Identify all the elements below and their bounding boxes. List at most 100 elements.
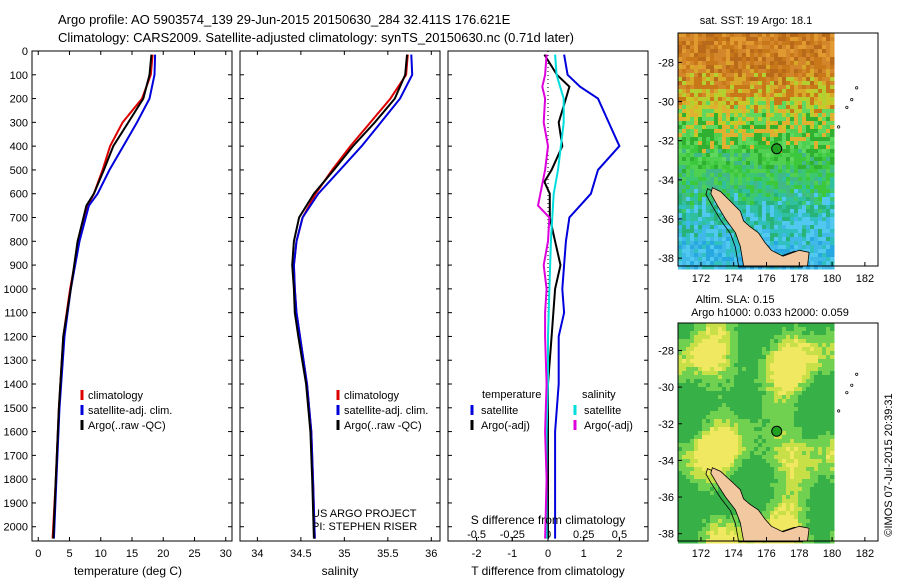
map-cell bbox=[822, 403, 827, 408]
map-cell bbox=[750, 57, 755, 62]
map-cell bbox=[694, 367, 699, 372]
map-cell bbox=[762, 77, 767, 82]
map-cell bbox=[826, 459, 831, 464]
map-cell bbox=[762, 217, 767, 222]
map-cell bbox=[766, 189, 771, 194]
map-cell bbox=[830, 65, 835, 70]
map-cell bbox=[690, 113, 695, 118]
map-cell bbox=[826, 233, 831, 238]
map-cell bbox=[758, 137, 763, 142]
map-cell bbox=[706, 105, 711, 110]
map-cell bbox=[790, 229, 795, 234]
map-cell bbox=[714, 335, 719, 340]
map-cell bbox=[710, 363, 715, 368]
map-cell bbox=[734, 455, 739, 460]
map-cell bbox=[810, 371, 815, 376]
map-cell bbox=[690, 487, 695, 492]
map-cell bbox=[774, 229, 779, 234]
map-cell bbox=[718, 431, 723, 436]
map-cell bbox=[830, 347, 835, 352]
map-cell bbox=[786, 475, 791, 480]
map-cell bbox=[690, 367, 695, 372]
map-cell bbox=[826, 257, 831, 262]
map-cell bbox=[782, 113, 787, 118]
map-cell bbox=[678, 395, 683, 400]
map-cell bbox=[754, 105, 759, 110]
map-cell bbox=[726, 157, 731, 162]
map-cell bbox=[826, 435, 831, 440]
map-cell bbox=[782, 463, 787, 468]
map-cell bbox=[690, 383, 695, 388]
map-cell bbox=[770, 367, 775, 372]
map-cell bbox=[706, 463, 711, 468]
map-cell bbox=[722, 495, 727, 500]
map-cell bbox=[750, 65, 755, 70]
map-cell bbox=[718, 339, 723, 344]
map-cell bbox=[822, 81, 827, 86]
map-cell bbox=[694, 343, 699, 348]
map-cell bbox=[766, 471, 771, 476]
map-cell bbox=[718, 49, 723, 54]
map-cell bbox=[686, 237, 691, 242]
map-cell bbox=[822, 419, 827, 424]
map-cell bbox=[814, 229, 819, 234]
map-cell bbox=[742, 217, 747, 222]
map-cell bbox=[786, 415, 791, 420]
map-cell bbox=[714, 455, 719, 460]
map-cell bbox=[742, 331, 747, 336]
map-cell bbox=[718, 97, 723, 102]
map-cell bbox=[758, 141, 763, 146]
map-cell bbox=[742, 415, 747, 420]
map-cell bbox=[742, 491, 747, 496]
map-cell bbox=[706, 391, 711, 396]
map-cell bbox=[758, 93, 763, 98]
map-cell bbox=[730, 161, 735, 166]
map-cell bbox=[774, 495, 779, 500]
map-cell bbox=[742, 205, 747, 210]
map-cell bbox=[702, 109, 707, 114]
map-cell bbox=[762, 189, 767, 194]
map-cell bbox=[766, 101, 771, 106]
map-cell bbox=[694, 113, 699, 118]
map-cell bbox=[810, 249, 815, 254]
map-cell bbox=[790, 503, 795, 508]
map-cell bbox=[706, 415, 711, 420]
map-cell bbox=[766, 229, 771, 234]
map-cell bbox=[822, 93, 827, 98]
map-cell bbox=[810, 33, 815, 38]
map-cell bbox=[786, 491, 791, 496]
map-cell bbox=[762, 403, 767, 408]
map-cell bbox=[682, 65, 687, 70]
map-cell bbox=[794, 77, 799, 82]
map-cell bbox=[742, 347, 747, 352]
map-cell bbox=[742, 161, 747, 166]
map-cell bbox=[762, 93, 767, 98]
map-cell bbox=[730, 463, 735, 468]
map-cell bbox=[714, 257, 719, 262]
map-cell bbox=[738, 205, 743, 210]
map-cell bbox=[778, 515, 783, 520]
map-cell bbox=[722, 169, 727, 174]
map-cell bbox=[694, 261, 699, 266]
map-cell bbox=[746, 97, 751, 102]
map-cell bbox=[810, 97, 815, 102]
map-cell bbox=[802, 245, 807, 250]
map-cell bbox=[738, 375, 743, 380]
map-cell bbox=[810, 253, 815, 258]
map-cell bbox=[718, 113, 723, 118]
map-cell bbox=[786, 161, 791, 166]
map-cell bbox=[738, 527, 743, 532]
map-cell bbox=[722, 77, 727, 82]
map-cell bbox=[714, 359, 719, 364]
map-cell bbox=[694, 475, 699, 480]
map-cell bbox=[830, 97, 835, 102]
map-cell bbox=[734, 81, 739, 86]
map-cell bbox=[830, 343, 835, 348]
map-cell bbox=[786, 427, 791, 432]
map-cell bbox=[706, 89, 711, 94]
map-cell bbox=[698, 157, 703, 162]
map-cell bbox=[790, 149, 795, 154]
map-cell bbox=[798, 375, 803, 380]
map-cell bbox=[742, 93, 747, 98]
map-cell bbox=[754, 407, 759, 412]
